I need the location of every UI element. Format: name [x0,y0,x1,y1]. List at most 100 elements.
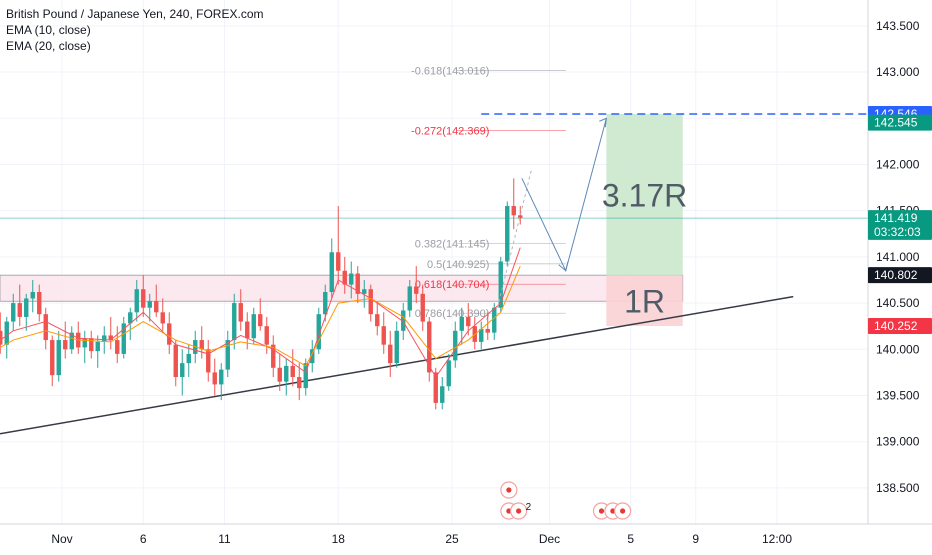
candle-body-22 [121,323,126,354]
economic-event-dot-3 [598,508,605,514]
projection-arrowhead-down [558,261,569,272]
price-badge-1 [868,114,932,131]
ascending-trendline [0,295,794,435]
candle-body-66 [407,286,412,311]
price-tick-0: 138.500 [876,481,920,495]
candle-body-31 [180,363,185,378]
fib-label-5: 0.786(140.390) [415,308,490,320]
candle-body-11 [50,340,55,376]
candle-body-38 [225,340,230,370]
time-tick-3: 18 [332,532,346,546]
candle-body-13 [63,340,68,350]
price-tick-7: 142.000 [876,157,920,171]
candle-body-14 [69,332,74,350]
candle-body-56 [342,270,347,285]
ema10-indicator-label[interactable]: EMA (10, close) [6,23,91,37]
candle-body-37 [219,369,224,385]
candle-body-21 [115,340,120,354]
candle-body-36 [212,372,217,385]
time-tick-1: 6 [140,532,147,546]
candle-body-46 [277,367,282,382]
candle-body-81 [505,206,510,262]
candle-body-54 [329,252,334,292]
price-tick-9: 143.000 [876,65,920,79]
price-badge-text-1: 142.545 [874,116,918,130]
time-tick-2: 11 [218,532,231,546]
candle-body-16 [82,338,87,348]
candle-body-6 [17,303,22,317]
candle-body-40 [238,303,243,322]
candle-body-9 [37,291,42,315]
price-tick-3: 140.000 [876,342,920,356]
candle-body-42 [251,314,256,339]
candle-body-49 [297,377,302,389]
price-badge-4 [868,267,932,284]
candle-body-44 [264,326,269,345]
candle-body-45 [271,344,276,368]
candle-body-28 [160,312,165,324]
candle-body-59 [362,289,367,294]
candle-body-41 [245,321,250,339]
economic-event-dot-5 [620,508,626,514]
ema20-line [0,265,521,367]
price-badge-text-2: 141.419 [874,211,918,225]
candle-body-63 [388,344,393,364]
time-axis-area [0,524,932,550]
candle-body-73 [453,330,458,361]
candle-body-10 [43,314,48,341]
price-badge-5 [868,318,932,334]
ema20-indicator-label[interactable]: EMA (20, close) [6,39,91,53]
time-tick-5: Dec [539,532,560,546]
reward-box [606,114,683,276]
candle-body-12 [56,340,61,376]
candle-body-79 [492,307,497,333]
price-badge-text-5: 140.252 [874,319,918,333]
symbol-title[interactable]: British Pound / Japanese Yen, 240, FOREX… [6,7,264,21]
time-tick-0: Nov [51,532,72,546]
candle-body-74 [459,316,464,331]
support-zone [0,274,684,302]
time-tick-4: 25 [445,532,459,546]
candle-body-55 [336,252,341,271]
price-badge-3 [868,223,932,240]
fib-label-2: 0.382(141.145) [415,238,490,250]
time-tick-8: 12:00 [762,532,792,546]
candle-body-30 [173,344,178,378]
time-tick-7: 9 [692,532,699,546]
price-tick-4: 140.500 [876,296,920,310]
candle-body-69 [427,321,432,373]
candle-body-65 [401,310,406,331]
candle-body-78 [485,328,490,333]
risk-ratio-label: 1R [624,284,665,320]
candle-body-35 [206,349,211,373]
fib-label-1: -0.272(142.369) [411,125,489,137]
price-badge-text-4: 140.802 [874,268,918,282]
candle-body-43 [258,314,263,327]
candle-body-83 [518,215,523,219]
candle-body-4 [4,321,9,345]
candle-body-57 [349,273,354,285]
candle-body-17 [89,338,94,352]
projection-arrowhead-up [599,117,607,128]
fib-label-4: 0.618(140.704) [415,279,490,291]
candle-body-58 [355,273,360,294]
candle-body-25 [141,289,146,308]
candle-body-8 [30,291,35,299]
candle-body-72 [446,360,451,387]
candle-body-62 [381,326,386,345]
candle-body-19 [102,335,107,342]
candle-body-77 [479,328,484,342]
fib-label-3: 0.5(140.925) [427,259,489,271]
candle-body-75 [466,316,471,327]
economic-event-count-2: 2 [526,502,532,513]
candle-body-5 [11,303,16,322]
candle-body-27 [154,301,159,313]
candle-body-24 [134,289,139,313]
candle-body-82 [511,206,516,216]
economic-event-dot-2 [516,508,522,514]
candle-body-71 [440,386,445,403]
fib-label-0: -0.618(143.016) [411,66,489,78]
candle-body-64 [394,330,399,364]
